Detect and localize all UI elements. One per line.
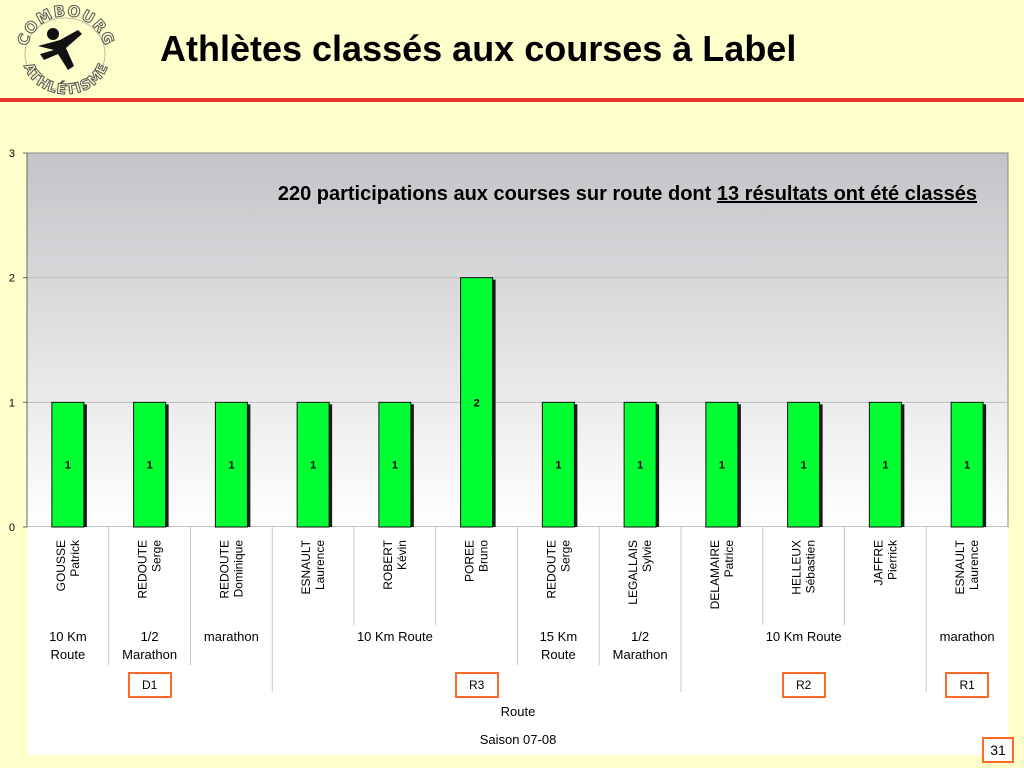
label-code-badge: R1: [945, 672, 990, 698]
title-rule: [0, 98, 1024, 102]
page-title: Athlètes classés aux courses à Label: [160, 28, 797, 69]
athlete-label: POREE Bruno: [463, 540, 491, 582]
athlete-lastname: DELAMAIRE: [708, 540, 722, 609]
athlete-label: DELAMAIRE Patrice: [708, 540, 736, 610]
race-type-label: 10 Km Route: [272, 628, 517, 646]
athlete-firstname: Patrice: [722, 540, 736, 578]
chart-annotation: 220 participations aux courses sur route…: [278, 183, 977, 206]
bar-data-label: 1: [555, 460, 561, 472]
athlete-lastname: HELLEUX: [790, 540, 804, 595]
athlete-firstname: Sébastien: [804, 540, 818, 593]
athlete-firstname: Kévin: [395, 540, 409, 570]
race-type-line: 1/2: [631, 629, 650, 644]
bar-data-label: 1: [882, 460, 888, 472]
bar-data-label: 1: [392, 460, 398, 472]
athlete-label: REDOUTE Serge: [136, 540, 164, 599]
race-type-line: marathon: [939, 629, 995, 644]
athlete-lastname: REDOUTE: [217, 540, 231, 599]
athlete-firstname: Laurence: [313, 540, 327, 590]
athlete-label: REDOUTE Serge: [544, 540, 572, 599]
athlete-lastname: ESNAULT: [299, 539, 313, 594]
bar-data-label: 1: [637, 460, 643, 472]
category-level-label: Route: [500, 704, 536, 719]
y-tick-label: 1: [9, 397, 15, 409]
page-number: 31: [982, 737, 1014, 763]
club-logo: COMBOURG ATHLÉTISME: [13, 4, 118, 99]
race-type-line: Route: [541, 647, 576, 662]
bar: [378, 401, 412, 528]
race-type-label: 1/2 Marathon: [109, 628, 191, 664]
race-type-line: 10 Km Route: [765, 629, 842, 644]
race-type-line: 1/2: [140, 629, 159, 644]
y-tick-label: 3: [9, 148, 15, 160]
athlete-lastname: REDOUTE: [544, 540, 558, 599]
label-code-badge: R3: [454, 672, 499, 698]
athlete-label: ROBERT Kévin: [381, 539, 409, 589]
athlete-firstname: Laurence: [967, 540, 981, 590]
race-type-label: marathon: [926, 628, 1008, 646]
bar: [705, 401, 739, 528]
athlete-lastname: REDOUTE: [136, 540, 150, 599]
bar-data-label: 2: [474, 397, 480, 409]
athlete-label: GOUSSE Patrick: [54, 539, 82, 591]
race-type-label: 15 Km Route: [518, 628, 600, 664]
race-type-line: Marathon: [612, 647, 668, 662]
athlete-firstname: Bruno: [477, 540, 491, 572]
plot-area: [26, 152, 1009, 528]
athlete-label: ESNAULT Laurence: [299, 539, 327, 594]
y-tick-label: 0: [9, 522, 15, 534]
bar-data-label: 1: [147, 460, 153, 472]
athlete-lastname: LEGALLAIS: [626, 540, 640, 605]
athlete-firstname: Dominique: [231, 540, 245, 598]
athlete-lastname: GOUSSE: [54, 540, 68, 591]
bar-data-label: 1: [801, 460, 807, 472]
race-type-line: marathon: [203, 629, 259, 644]
athlete-lastname: ROBERT: [381, 539, 395, 589]
bar: [541, 401, 575, 528]
race-type-line: 15 Km: [539, 629, 578, 644]
athlete-firstname: Serge: [150, 540, 164, 572]
race-type-line: Route: [50, 647, 86, 662]
bar: [868, 401, 902, 528]
annotation-underlined: 13 résultats ont été classés: [716, 183, 977, 205]
race-type-line: 10 Km: [49, 629, 87, 644]
athlete-label: HELLEUX Sébastien: [790, 540, 818, 595]
race-type-label: 1/2 Marathon: [599, 628, 681, 664]
bar: [296, 401, 330, 528]
bar: [51, 401, 85, 528]
y-tick-label: 2: [9, 273, 15, 285]
bar: [460, 277, 494, 528]
race-type-label: 10 Km Route: [681, 628, 926, 646]
athlete-lastname: JAFFRE: [871, 540, 885, 585]
athlete-label: JAFFRE Pierrick: [871, 539, 899, 585]
annotation-text: 220 participations aux courses sur route…: [277, 183, 717, 205]
bar: [133, 401, 167, 528]
bar-data-label: 1: [310, 460, 316, 472]
bar-data-label: 1: [228, 460, 234, 472]
season-label: Saison 07-08: [479, 732, 557, 747]
label-code-badge: D1: [127, 672, 172, 698]
race-type-line: Marathon: [122, 647, 178, 662]
label-code-badge: R2: [781, 672, 826, 698]
bar-data-label: 1: [719, 460, 725, 472]
athlete-firstname: Serge: [558, 540, 572, 572]
bar: [623, 401, 657, 528]
bar-data-label: 1: [964, 460, 970, 472]
athlete-label: LEGALLAIS Sylvie: [626, 540, 654, 605]
race-type-label: marathon: [191, 628, 273, 646]
bar: [214, 401, 248, 528]
athlete-lastname: ESNAULT: [953, 539, 967, 594]
athlete-firstname: Pierrick: [885, 539, 899, 580]
athlete-lastname: POREE: [463, 540, 477, 582]
bar: [950, 401, 984, 528]
race-type-line: 10 Km Route: [356, 629, 433, 644]
race-type-label: 10 Km Route: [27, 628, 109, 664]
bar-data-label: 1: [65, 460, 71, 472]
bar: [787, 401, 821, 528]
athlete-firstname: Patrick: [68, 539, 82, 577]
athlete-firstname: Sylvie: [640, 540, 654, 572]
athlete-label: ESNAULT Laurence: [953, 539, 981, 594]
athlete-label: REDOUTE Dominique: [217, 540, 245, 599]
